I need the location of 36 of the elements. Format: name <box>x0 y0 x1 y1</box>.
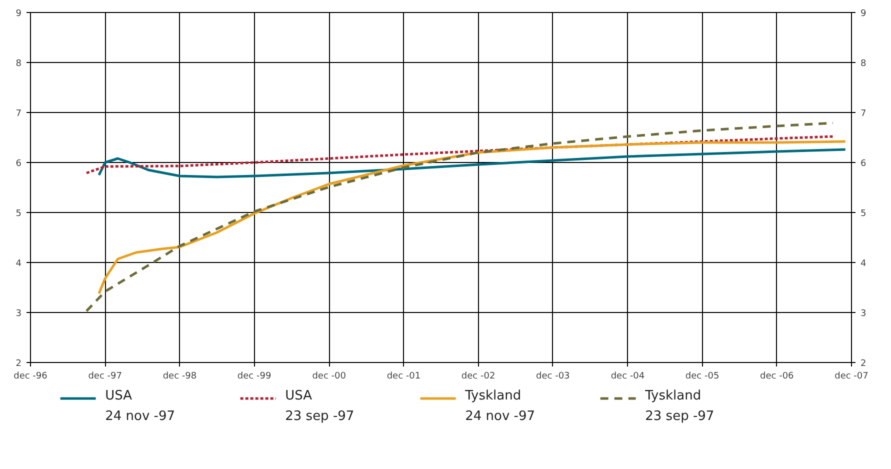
legend-label: Tyskland 24 nov -97 <box>464 388 536 424</box>
y-tick-label: 9 <box>16 9 22 19</box>
x-tick-label: dec -96 <box>14 372 48 382</box>
y2-tick-label: 3 <box>860 309 866 319</box>
x-tick-label: dec -02 <box>461 372 496 382</box>
line-series <box>98 148 847 178</box>
y-tick-label: 4 <box>16 259 22 269</box>
y2-tick-label: 9 <box>860 9 866 19</box>
x-tick-label: dec -99 <box>237 372 272 382</box>
y-tick-label: 7 <box>16 109 22 119</box>
line-series <box>85 122 834 312</box>
y2-tick-label: 2 <box>860 359 866 369</box>
y-tick-label: 2 <box>16 359 22 369</box>
y-tick-label: 3 <box>16 309 22 319</box>
x-tick-label: dec -05 <box>685 372 720 382</box>
x-tick-label: dec -03 <box>536 372 570 382</box>
line-series <box>98 140 847 295</box>
y2-tick-label: 7 <box>860 109 866 119</box>
x-tick-label: dec -06 <box>760 372 794 382</box>
x-tick-label: dec -00 <box>312 372 346 382</box>
y2-tick-label: 6 <box>860 159 866 169</box>
y2-tick-label: 8 <box>860 59 866 69</box>
x-tick-label: dec -07 <box>834 372 868 382</box>
y2-tick-label: 5 <box>860 209 866 219</box>
x-tick-label: dec -98 <box>162 372 197 382</box>
y-tick-label: 5 <box>16 209 22 219</box>
y2-tick-label: 4 <box>860 259 866 269</box>
legend-label: Tyskland 23 sep -97 <box>644 388 714 424</box>
x-tick-label: dec -01 <box>386 372 421 382</box>
y-tick-label: 6 <box>16 159 22 169</box>
x-tick-label: dec -04 <box>610 372 645 382</box>
line-series <box>85 135 834 174</box>
x-tick-label: dec -97 <box>88 372 122 382</box>
y-tick-label: 8 <box>16 59 22 69</box>
legend-label: USA 24 nov -97 <box>105 388 176 424</box>
legend-label: USA 23 sep -97 <box>285 388 354 424</box>
